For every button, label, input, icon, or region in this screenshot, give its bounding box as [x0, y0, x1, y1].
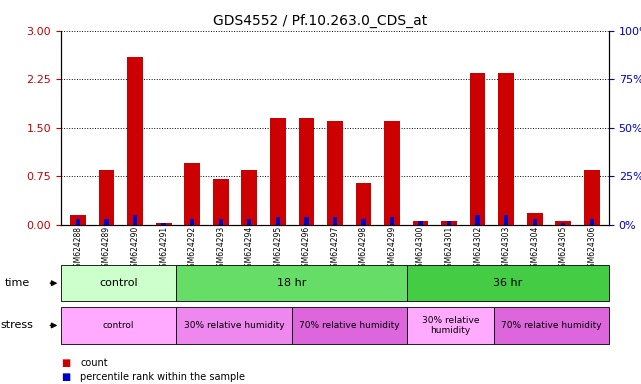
Bar — [419, 221, 423, 225]
Text: 30% relative
humidity: 30% relative humidity — [422, 316, 479, 335]
Bar — [162, 223, 166, 225]
Bar — [185, 163, 200, 225]
Text: 70% relative humidity: 70% relative humidity — [299, 321, 399, 330]
Text: 30% relative humidity: 30% relative humidity — [184, 321, 284, 330]
Text: 18 hr: 18 hr — [277, 278, 306, 288]
Bar — [128, 56, 143, 225]
Text: time: time — [5, 278, 30, 288]
Bar — [219, 219, 223, 225]
Bar — [133, 215, 137, 225]
Text: stress: stress — [1, 320, 33, 331]
Bar — [242, 170, 257, 225]
Bar — [441, 222, 457, 225]
Bar — [413, 222, 428, 225]
Text: GDS4552 / Pf.10.263.0_CDS_at: GDS4552 / Pf.10.263.0_CDS_at — [213, 13, 428, 28]
Bar — [70, 215, 86, 225]
Bar — [99, 170, 114, 225]
Bar — [356, 183, 371, 225]
Text: ■: ■ — [61, 372, 70, 382]
Bar — [556, 222, 571, 225]
Bar — [476, 215, 480, 225]
Bar — [156, 223, 172, 225]
Bar — [527, 213, 542, 225]
Bar — [333, 217, 337, 225]
Bar — [247, 219, 251, 225]
Bar — [270, 118, 286, 225]
Bar — [362, 219, 365, 225]
Bar — [76, 219, 80, 225]
Text: percentile rank within the sample: percentile rank within the sample — [80, 372, 245, 382]
Bar — [276, 217, 280, 225]
Text: ■: ■ — [61, 358, 70, 368]
Text: 70% relative humidity: 70% relative humidity — [501, 321, 601, 330]
Bar — [561, 223, 565, 225]
Bar — [590, 219, 594, 225]
Bar — [190, 219, 194, 225]
Bar — [390, 217, 394, 225]
Text: 36 hr: 36 hr — [494, 278, 522, 288]
Bar — [299, 118, 314, 225]
Bar — [327, 121, 343, 225]
Bar — [213, 179, 229, 225]
Bar — [384, 121, 400, 225]
Bar — [447, 221, 451, 225]
Bar — [504, 215, 508, 225]
Text: count: count — [80, 358, 108, 368]
Bar — [104, 219, 109, 225]
Bar — [533, 219, 537, 225]
Text: control: control — [103, 321, 135, 330]
Bar — [304, 217, 308, 225]
Bar — [470, 73, 485, 225]
Bar — [584, 170, 600, 225]
Bar — [498, 73, 514, 225]
Text: control: control — [99, 278, 138, 288]
